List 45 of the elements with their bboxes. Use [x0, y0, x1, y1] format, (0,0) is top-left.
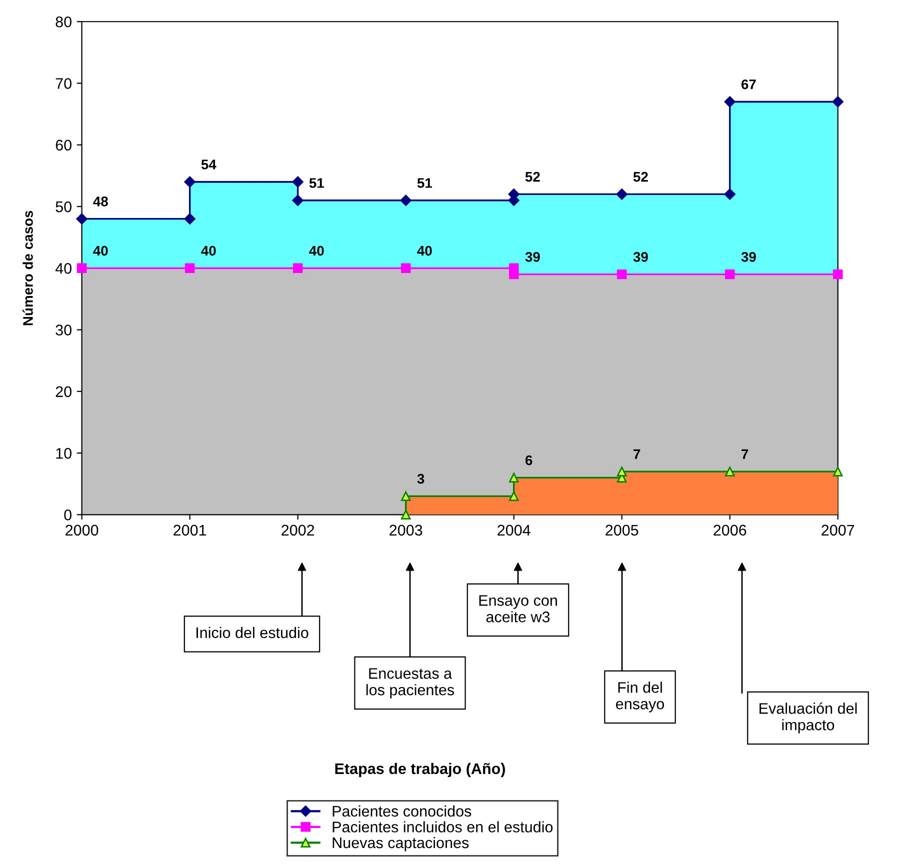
data-label: 67	[741, 79, 756, 90]
x-tick-label: 2004	[498, 524, 530, 536]
data-label: 3	[417, 474, 424, 484]
text: Fin del ensayo	[616, 682, 664, 712]
x-tick-label: 2000	[66, 524, 98, 536]
text: Evaluación del impacto	[760, 702, 857, 734]
y-tick-label: 40	[55, 263, 72, 274]
data-label: 40	[93, 246, 108, 256]
data-label: 51	[309, 178, 324, 188]
y-tick-label: 0	[64, 510, 72, 520]
y-tick-label: 20	[56, 386, 72, 398]
y-tick-label: 30	[56, 324, 72, 336]
data-label: 6	[525, 455, 532, 466]
y-tick-label: 50	[56, 201, 72, 212]
data-label: 40	[309, 246, 324, 256]
legend-label: Pacientes incluidos en el estudio	[332, 821, 553, 832]
y-axis-title: Número de casos	[22, 210, 33, 326]
x-tick-label: 2002	[282, 524, 314, 536]
text: Ensayo con aceite w3	[479, 595, 557, 622]
data-label: 39	[525, 252, 540, 262]
data-label: 39	[633, 252, 648, 262]
data-label: 54	[201, 160, 216, 170]
text: Encuestas a los pacientes	[366, 668, 454, 698]
y-tick-label: 10	[56, 448, 72, 459]
x-tick-label: 2005	[606, 524, 638, 536]
data-label: 40	[417, 246, 432, 256]
data-label: 52	[525, 172, 540, 182]
data-label: 7	[742, 449, 748, 459]
data-label: 40	[201, 246, 216, 256]
data-label: 51	[417, 178, 432, 188]
y-tick-label: 80	[56, 16, 72, 28]
text: Etapas de trabajo (Año)	[335, 762, 505, 778]
data-label: 52	[633, 172, 648, 182]
data-label: 7	[634, 449, 640, 459]
text: Inicio del estudio	[196, 626, 308, 638]
y-tick-label: 70	[56, 78, 72, 89]
x-tick-label: 2007	[822, 524, 854, 536]
x-tick-label: 2006	[714, 524, 746, 536]
x-tick-label: 2001	[174, 524, 206, 536]
legend-label: Nuevas captaciones	[332, 836, 469, 852]
data-label: 48	[93, 196, 108, 206]
legend-label: Pacientes conocidos	[332, 805, 472, 817]
y-tick-label: 60	[56, 140, 72, 151]
x-tick-label: 2003	[390, 524, 422, 536]
data-label: 39	[741, 252, 756, 262]
